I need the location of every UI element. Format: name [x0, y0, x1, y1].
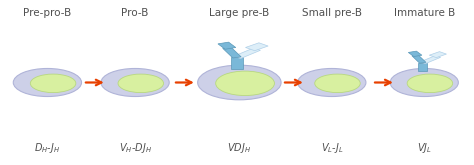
- Text: Small pre-B: Small pre-B: [302, 8, 362, 18]
- Ellipse shape: [118, 74, 164, 93]
- Text: Pro-B: Pro-B: [121, 8, 149, 18]
- Ellipse shape: [216, 71, 274, 96]
- Text: $V_H\text{-}DJ_H$: $V_H\text{-}DJ_H$: [118, 141, 152, 155]
- Bar: [412, 55, 426, 63]
- Ellipse shape: [315, 74, 360, 93]
- FancyArrowPatch shape: [176, 80, 191, 85]
- Text: Immature B: Immature B: [393, 8, 455, 18]
- Text: $VJ_L$: $VJ_L$: [417, 141, 432, 155]
- Bar: [408, 51, 422, 57]
- FancyArrowPatch shape: [375, 80, 391, 85]
- Bar: [231, 57, 243, 69]
- Text: Pre-pro-B: Pre-pro-B: [23, 8, 72, 18]
- Ellipse shape: [30, 74, 76, 93]
- Ellipse shape: [13, 68, 82, 97]
- Ellipse shape: [198, 65, 281, 100]
- Bar: [233, 48, 260, 59]
- Bar: [246, 43, 268, 51]
- Text: $VDJ_H$: $VDJ_H$: [228, 141, 251, 155]
- Bar: [218, 42, 236, 49]
- FancyArrowPatch shape: [285, 80, 301, 85]
- Ellipse shape: [101, 68, 169, 97]
- Text: Large pre-B: Large pre-B: [209, 8, 270, 18]
- Text: $V_L\text{-}J_L$: $V_L\text{-}J_L$: [320, 141, 343, 155]
- Ellipse shape: [298, 68, 366, 97]
- Ellipse shape: [390, 68, 458, 97]
- Ellipse shape: [407, 74, 453, 93]
- Text: $D_H\text{-}J_H$: $D_H\text{-}J_H$: [34, 141, 61, 155]
- Bar: [223, 47, 241, 58]
- Bar: [420, 56, 441, 64]
- FancyArrowPatch shape: [86, 80, 101, 85]
- Bar: [429, 52, 447, 58]
- Bar: [418, 63, 428, 71]
